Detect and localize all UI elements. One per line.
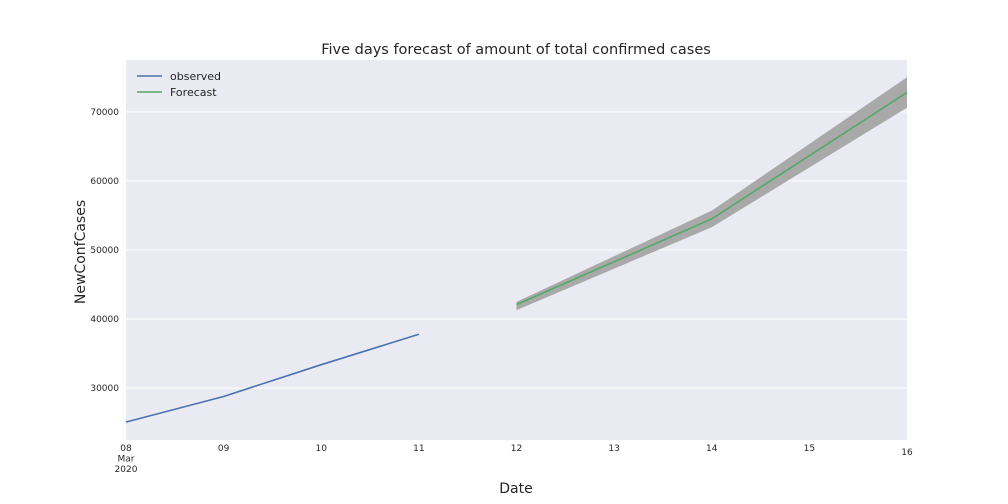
series-layer — [125, 77, 908, 423]
x-axis-label: Date — [499, 481, 532, 497]
chart-title: Five days forecast of amount of total co… — [321, 42, 711, 58]
series-line-observed — [125, 333, 420, 423]
legend: observed Forecast — [137, 70, 221, 99]
legend-label-observed: observed — [170, 70, 221, 83]
legend-label-forecast: Forecast — [170, 86, 217, 99]
y-tick-label: 50000 — [90, 246, 119, 256]
x-tick-label: 16 — [901, 448, 913, 458]
x-tick-label: 14 — [706, 444, 718, 454]
x-tick-label: 13 — [608, 444, 619, 454]
x-tick-label: 2020 — [115, 465, 138, 475]
y-tick-label: 70000 — [90, 108, 119, 118]
x-tick-label: 11 — [413, 444, 424, 454]
x-tick-label: Mar — [118, 455, 135, 465]
x-tick-label: 09 — [218, 444, 230, 454]
x-tick-label: 08 — [120, 444, 132, 454]
y-tick-label: 60000 — [90, 177, 119, 187]
y-tick-label: 40000 — [90, 315, 119, 325]
y-axis-label: NewConfCases — [73, 200, 89, 304]
y-tick-label: 30000 — [90, 384, 119, 394]
grid — [126, 111, 907, 389]
series-line-forecast — [516, 91, 908, 306]
x-tick-label: 10 — [316, 444, 328, 454]
x-tick-label: 15 — [804, 444, 815, 454]
x-tick-label: 12 — [511, 444, 522, 454]
